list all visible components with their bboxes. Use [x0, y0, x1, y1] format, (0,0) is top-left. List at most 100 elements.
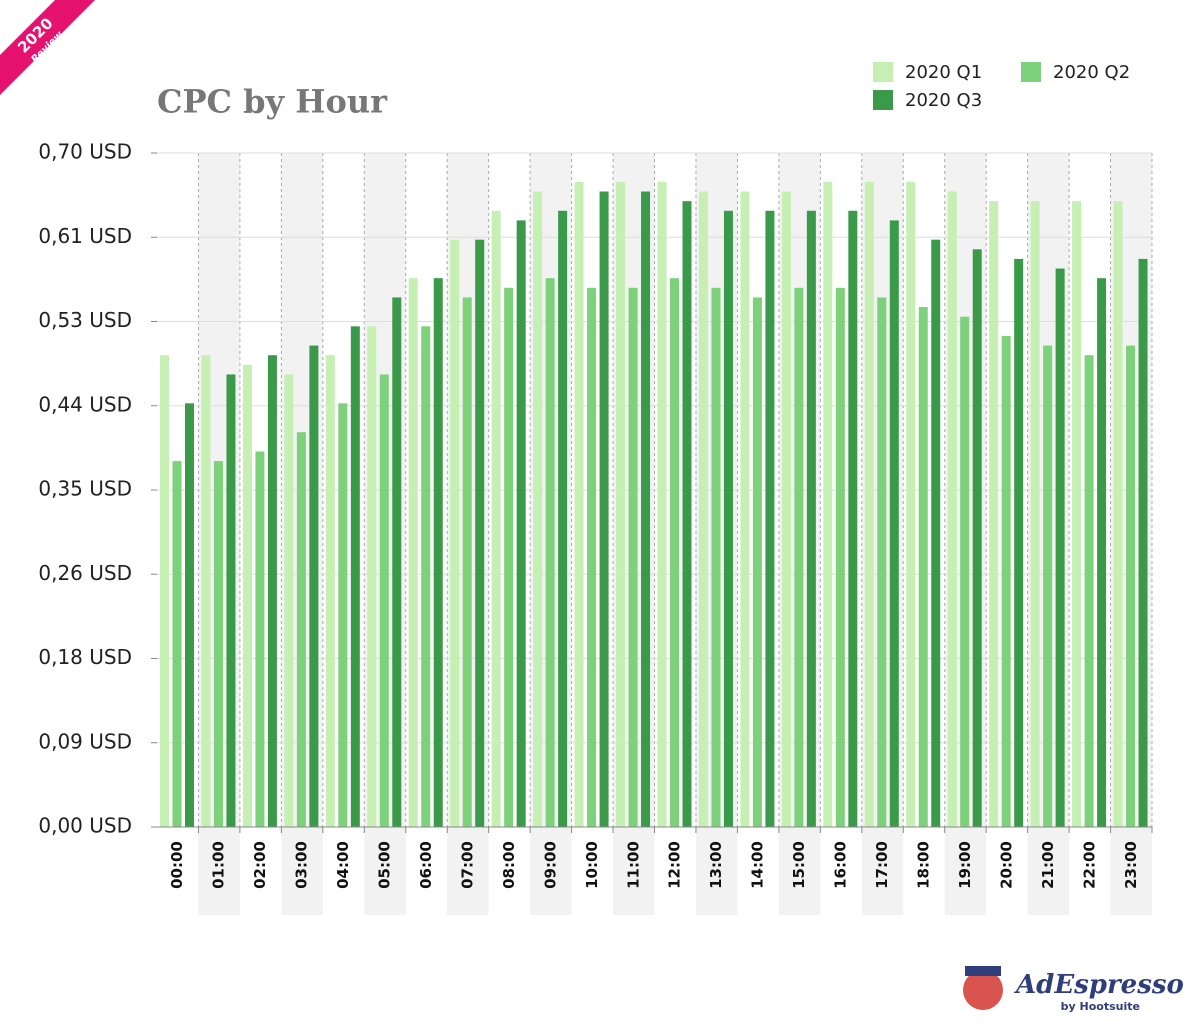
- label-shade: [1027, 827, 1070, 915]
- bar: [533, 191, 543, 827]
- bar: [972, 249, 982, 828]
- bar: [516, 220, 526, 827]
- bar: [450, 239, 460, 827]
- bar: [765, 210, 775, 827]
- logo-icon: [963, 970, 1003, 1010]
- x-tick-label: 23:00: [1122, 841, 1140, 889]
- legend-label: 2020 Q3: [905, 90, 982, 111]
- x-tick-label: 05:00: [376, 841, 394, 889]
- x-tick-label: 18:00: [914, 841, 932, 889]
- legend-label: 2020 Q1: [905, 62, 982, 83]
- bar: [670, 278, 679, 828]
- bar: [1097, 278, 1107, 828]
- bar: [752, 297, 762, 827]
- badge-ribbon: [0, 0, 95, 95]
- bar: [781, 191, 791, 827]
- label-shade: [861, 827, 904, 915]
- bar: [657, 181, 667, 827]
- bar: [794, 287, 804, 827]
- x-tick-label: 03:00: [293, 841, 311, 889]
- x-tick-label: 06:00: [417, 841, 435, 889]
- y-tick-label: 0,26 USD: [38, 561, 132, 585]
- legend-swatch: [873, 62, 893, 82]
- bar: [1001, 335, 1011, 827]
- label-shade: [695, 827, 738, 915]
- y-tick-label: 0,09 USD: [38, 729, 132, 753]
- bar: [864, 181, 874, 827]
- x-tick-label: 16:00: [832, 841, 850, 889]
- bar: [628, 287, 638, 827]
- bar: [379, 374, 389, 827]
- bar: [960, 316, 970, 827]
- x-tick-label: 09:00: [541, 841, 559, 889]
- x-tick-label: 10:00: [583, 841, 601, 889]
- x-tick-label: 13:00: [707, 841, 725, 889]
- x-tick-label: 08:00: [500, 841, 518, 889]
- x-tick-label: 15:00: [790, 841, 808, 889]
- bar: [574, 181, 584, 827]
- bar: [185, 403, 194, 827]
- bar: [1014, 258, 1024, 827]
- bar: [599, 191, 609, 827]
- bar: [835, 287, 845, 827]
- label-shade: [281, 827, 323, 915]
- logo-hat: [965, 966, 1001, 976]
- bar: [1084, 355, 1094, 827]
- y-tick-label: 0,53 USD: [38, 308, 132, 332]
- label-shade: [364, 827, 406, 915]
- bar: [931, 239, 941, 827]
- label-shade: [1110, 827, 1152, 915]
- x-tick-label: 04:00: [334, 841, 352, 889]
- bar: [641, 191, 651, 827]
- label-shade: [198, 827, 240, 915]
- bar: [242, 364, 252, 827]
- bar: [267, 355, 277, 827]
- bar: [823, 181, 833, 827]
- bar: [408, 278, 418, 828]
- y-tick-label: 0,61 USD: [38, 224, 132, 248]
- bar: [475, 239, 485, 827]
- x-tick-label: 21:00: [1039, 841, 1057, 889]
- bar: [723, 210, 733, 827]
- bar: [1030, 201, 1040, 828]
- legend-swatch: [873, 90, 893, 110]
- bar: [877, 297, 887, 827]
- legend-swatch: [1021, 62, 1041, 82]
- label-shade: [778, 827, 821, 915]
- bar: [392, 297, 402, 827]
- label-shade: [530, 827, 572, 915]
- legend-label: 2020 Q2: [1053, 62, 1130, 83]
- bar: [740, 191, 750, 827]
- bar: [504, 287, 514, 827]
- bar: [172, 461, 182, 827]
- bar: [491, 210, 501, 827]
- x-tick-label: 19:00: [956, 841, 974, 889]
- bar: [682, 201, 692, 828]
- bar: [947, 191, 957, 827]
- bar: [889, 220, 899, 827]
- x-tick-label: 22:00: [1080, 841, 1098, 889]
- bar: [587, 287, 597, 827]
- bar: [616, 181, 626, 827]
- bar: [1138, 258, 1148, 827]
- logo-by: by Hootsuite: [1061, 1000, 1140, 1013]
- logo-name: AdEspresso: [1013, 970, 1184, 1000]
- x-tick-label: 17:00: [873, 841, 891, 889]
- y-tick-label: 0,70 USD: [38, 140, 132, 164]
- bar: [1072, 201, 1082, 828]
- label-shade: [447, 827, 489, 915]
- x-tick-label: 01:00: [210, 841, 228, 889]
- x-tick-label: 20:00: [997, 841, 1015, 889]
- bar: [160, 355, 169, 827]
- bar: [296, 432, 306, 827]
- bar: [433, 278, 443, 828]
- x-tick-label: 02:00: [251, 841, 269, 889]
- bar: [918, 307, 928, 827]
- bar: [989, 201, 999, 828]
- x-tick-label: 12:00: [666, 841, 684, 889]
- bar: [462, 297, 472, 827]
- bar: [255, 451, 265, 827]
- y-tick-label: 0,35 USD: [38, 477, 132, 501]
- bar: [284, 374, 294, 827]
- bar: [350, 326, 360, 827]
